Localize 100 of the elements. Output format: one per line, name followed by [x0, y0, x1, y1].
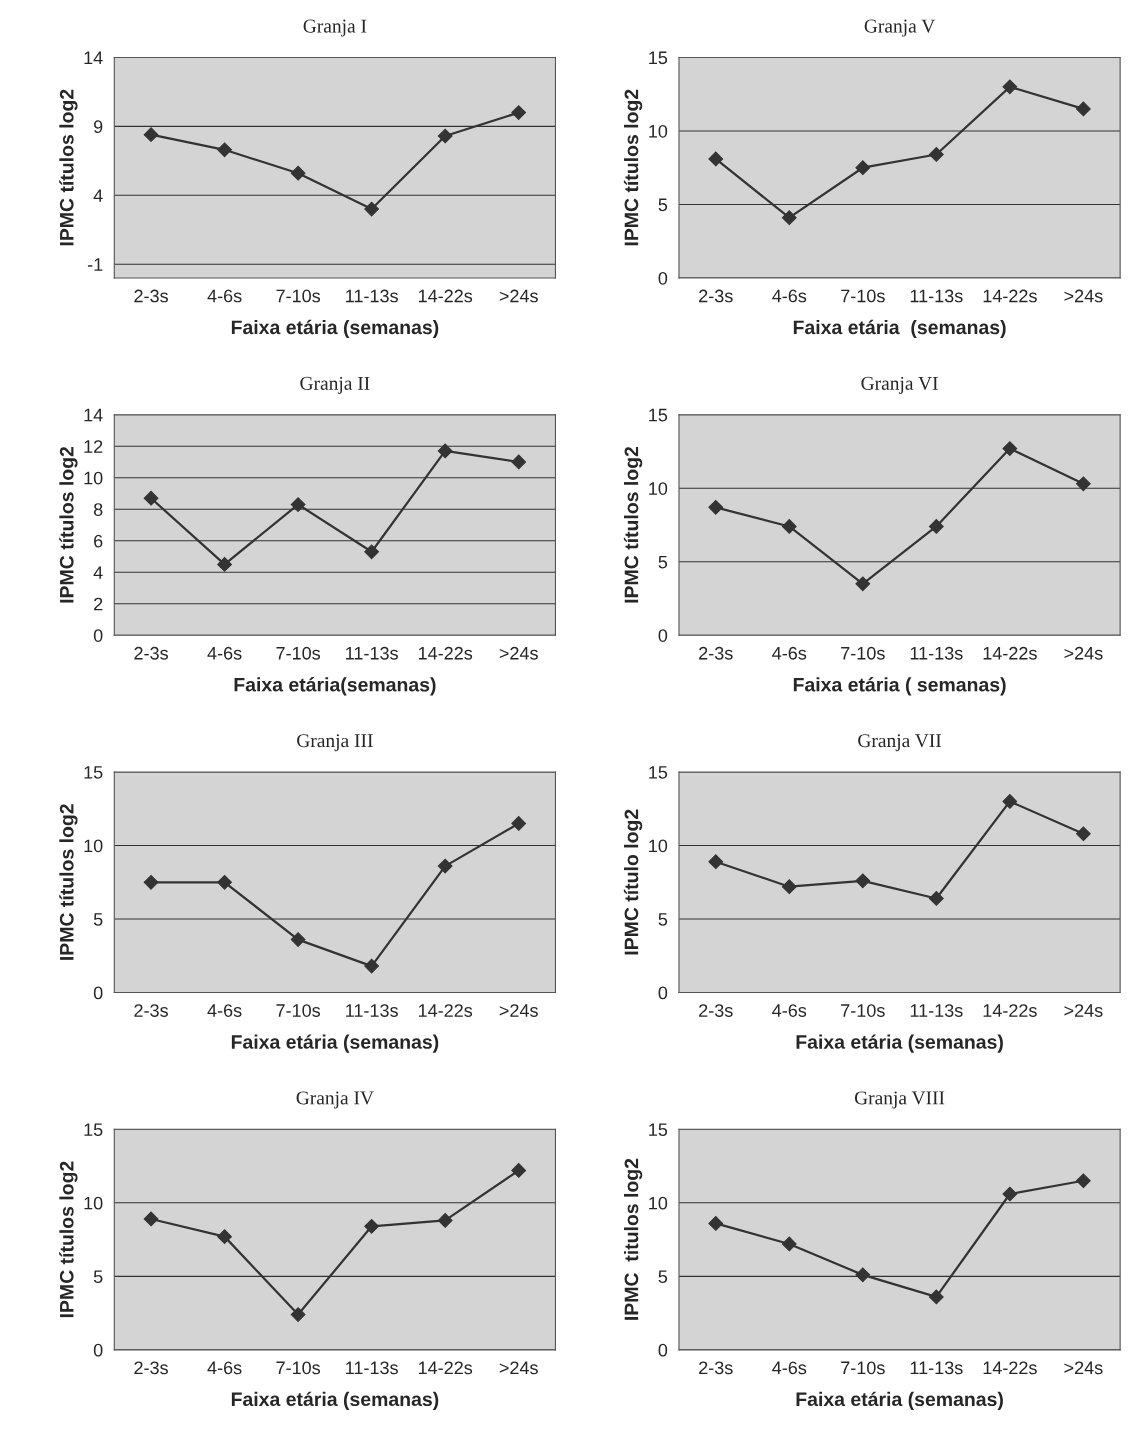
point [437, 443, 453, 459]
point [855, 873, 871, 889]
x-tick-label: >24s [499, 1361, 538, 1375]
x-axis-title: Faixa etária (semanas) [796, 1391, 1003, 1410]
chart-title: Granja VII [858, 734, 942, 752]
x-tick-label: 4-6s [207, 646, 242, 660]
y-tick-label: 2 [94, 597, 103, 611]
point [1002, 79, 1018, 95]
y-tick-label: 14 [84, 408, 103, 422]
point [1075, 476, 1091, 492]
y-tick-label: 10 [84, 839, 103, 853]
point [511, 1163, 527, 1178]
x-tick-label: 14-22s [418, 289, 473, 303]
y-tick-label: 5 [658, 913, 668, 926]
x-tick-label: 7-10s [841, 1361, 885, 1375]
y-tick-label: 5 [93, 1270, 103, 1284]
chart-title: Granja IV [296, 1091, 374, 1109]
y-tick-label: 10 [649, 1196, 668, 1210]
y-tick-label: 9 [93, 120, 103, 134]
x-tick-label: 7-10s [841, 646, 885, 660]
y-axis-title: IPMC títulos log2 [59, 1161, 78, 1318]
x-tick-label: 7-10s [276, 1361, 321, 1375]
point [708, 1216, 724, 1231]
x-tick-label: 7-10s [276, 289, 321, 303]
chart-title: Granja I [303, 19, 367, 37]
point [928, 519, 944, 534]
x-tick-label: 2-3s [134, 1004, 168, 1017]
point [781, 210, 797, 226]
x-tick-label: 2-3s [699, 646, 733, 660]
y-tick-label: 14 [84, 51, 103, 64]
point [217, 874, 232, 890]
y-tick-label: 6 [94, 534, 103, 548]
x-tick-label: 11-13s [910, 1004, 963, 1017]
x-tick-label: 11-13s [346, 289, 398, 303]
y-axis-title: IPMC título log2 [623, 809, 643, 955]
point [437, 128, 453, 144]
x-tick-label: >24s [1064, 1004, 1103, 1017]
y-tick-label: 5 [658, 555, 668, 569]
x-tick-label: 2-3s [699, 1004, 733, 1017]
point [143, 874, 159, 890]
point [143, 127, 159, 143]
point [928, 147, 944, 162]
chart-title: Granja VIII [854, 1091, 945, 1109]
point [290, 497, 306, 512]
point [217, 1229, 232, 1245]
y-tick-label: 12 [84, 440, 103, 453]
x-tick-label: 11-13s [910, 646, 963, 660]
x-tick-label: 2-3s [134, 289, 168, 303]
point [781, 519, 797, 534]
x-tick-label: 11-13s [910, 289, 963, 303]
y-tick-label: -1 [87, 258, 103, 271]
x-tick-label: >24s [499, 289, 538, 303]
point [364, 1218, 380, 1234]
y-tick-label: 5 [93, 913, 103, 926]
y-tick-label: 0 [658, 629, 668, 642]
x-tick-label: 14-22s [418, 1361, 473, 1375]
y-tick-label: 5 [658, 198, 668, 212]
y-tick-label: 0 [93, 986, 103, 1000]
x-axis-title: Faixa etária (semanas) [231, 319, 439, 339]
point [217, 556, 232, 572]
point [781, 1236, 797, 1252]
point [290, 1307, 306, 1322]
x-tick-label: >24s [1064, 289, 1103, 303]
x-tick-label: 7-10s [841, 289, 885, 303]
x-tick-label: 11-13s [346, 1361, 398, 1375]
y-axis-title: IPMC títulos log2 [623, 446, 643, 603]
y-tick-label: 15 [649, 1123, 668, 1137]
point [928, 1289, 944, 1305]
x-tick-label: >24s [499, 1004, 538, 1017]
x-tick-label: 2-3s [134, 1361, 168, 1375]
point [855, 160, 871, 176]
point [437, 1213, 453, 1228]
x-tick-label: 2-3s [699, 1361, 733, 1375]
point [364, 201, 380, 217]
point [1002, 441, 1018, 456]
y-tick-label: 10 [649, 839, 668, 853]
point [364, 544, 380, 560]
x-tick-label: 14-22s [418, 646, 473, 660]
x-tick-label: 4-6s [772, 289, 807, 303]
y-tick-label: 4 [93, 189, 103, 202]
point [708, 151, 724, 167]
y-tick-label: 15 [649, 408, 668, 422]
point [855, 1267, 871, 1283]
x-tick-label: 14-22s [983, 1361, 1037, 1375]
x-axis-title: Faixa etária (semanas) [231, 1391, 439, 1410]
y-tick-label: 15 [84, 766, 103, 779]
y-tick-label: 4 [93, 566, 103, 579]
y-tick-label: 10 [649, 124, 668, 138]
x-axis-title: Faixa etária (semanas) [793, 319, 1006, 339]
y-axis-title: IPMC titulos log2 [624, 1158, 643, 1320]
x-axis-title: Faixa etária (semanas) [231, 1034, 439, 1053]
x-tick-label: 14-22s [418, 1004, 473, 1017]
y-tick-label: 10 [649, 482, 668, 495]
y-tick-label: 15 [649, 766, 668, 779]
x-tick-label: >24s [1064, 1361, 1103, 1375]
point [1002, 1186, 1018, 1202]
x-tick-label: 7-10s [276, 1004, 321, 1017]
y-axis-title: IPMC títulos log2 [59, 446, 78, 603]
x-tick-label: 4-6s [772, 1004, 807, 1017]
x-tick-label: 11-13s [910, 1361, 963, 1375]
